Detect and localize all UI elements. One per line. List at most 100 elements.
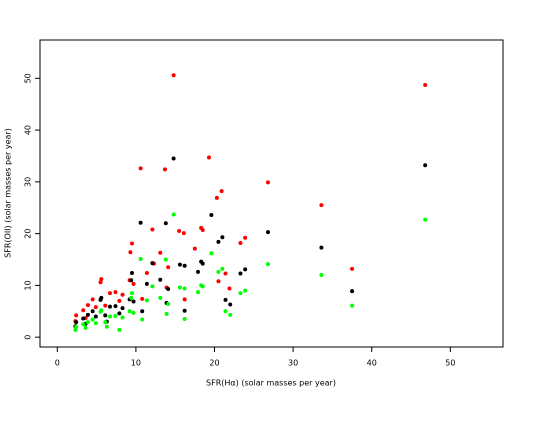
point — [144, 270, 149, 275]
point — [90, 309, 95, 314]
point — [104, 324, 109, 329]
point — [85, 320, 90, 325]
point — [107, 304, 112, 309]
point — [209, 251, 214, 256]
point — [423, 217, 428, 222]
point — [99, 277, 104, 282]
point — [265, 230, 270, 235]
point — [209, 212, 214, 217]
point — [220, 235, 225, 240]
point — [158, 295, 163, 300]
point — [238, 271, 243, 276]
point — [128, 250, 133, 255]
point — [144, 281, 149, 286]
point — [223, 309, 228, 314]
point — [138, 220, 143, 225]
point — [113, 290, 118, 295]
point — [182, 286, 187, 291]
point — [131, 310, 136, 315]
y-tick-label: 30 — [24, 177, 33, 187]
point — [265, 180, 270, 185]
x-axis-label: SFR(Hα) (solar masses per year) — [206, 379, 336, 388]
point — [216, 239, 221, 244]
point — [265, 262, 270, 267]
point — [220, 266, 225, 271]
point — [113, 304, 118, 309]
point — [158, 250, 163, 255]
point — [166, 302, 171, 307]
point — [200, 261, 205, 266]
point — [163, 221, 168, 226]
point — [182, 317, 187, 322]
point — [319, 203, 324, 208]
x-tick-label: 50 — [445, 359, 455, 368]
point — [243, 235, 248, 240]
point — [138, 256, 143, 261]
point — [319, 273, 324, 278]
point — [117, 311, 122, 316]
point — [74, 324, 79, 329]
x-tick-label: 10 — [131, 359, 141, 368]
point — [227, 286, 232, 291]
point — [350, 289, 355, 294]
point — [127, 309, 132, 314]
point — [103, 303, 108, 308]
point — [131, 299, 136, 304]
point — [117, 298, 122, 303]
point — [90, 317, 95, 322]
point — [120, 315, 125, 320]
point — [166, 287, 171, 292]
point — [150, 227, 155, 232]
point — [74, 320, 79, 325]
point — [182, 263, 187, 268]
point — [129, 278, 134, 283]
point — [182, 308, 187, 313]
point — [171, 73, 176, 78]
y-tick-label: 10 — [24, 280, 33, 290]
point — [228, 302, 233, 307]
point — [107, 291, 112, 296]
point — [238, 240, 243, 245]
point — [103, 313, 108, 318]
point — [150, 261, 155, 266]
point — [228, 312, 233, 317]
point — [350, 303, 355, 308]
point — [107, 314, 112, 319]
point — [200, 227, 205, 232]
point — [150, 284, 155, 289]
x-tick-label: 30 — [288, 359, 298, 368]
point — [93, 321, 98, 326]
point — [171, 212, 176, 217]
point — [129, 270, 134, 275]
point — [144, 298, 149, 303]
point — [238, 291, 243, 296]
point — [85, 303, 90, 308]
point — [98, 297, 103, 302]
x-tick-label: 20 — [209, 359, 219, 368]
point — [73, 327, 78, 332]
point — [93, 314, 98, 319]
point — [81, 322, 86, 327]
point — [166, 265, 171, 270]
point — [319, 245, 324, 250]
point — [81, 316, 86, 321]
point — [200, 284, 205, 289]
point — [81, 308, 86, 313]
y-tick-label: 50 — [24, 73, 33, 83]
point — [131, 281, 136, 286]
point — [223, 297, 228, 302]
point — [181, 231, 186, 236]
point — [216, 279, 221, 284]
point — [129, 241, 134, 246]
point — [223, 271, 228, 276]
point — [216, 269, 221, 274]
point — [113, 313, 118, 318]
point — [98, 309, 103, 314]
point — [171, 156, 176, 161]
y-axis-label: SFR(OII) (solar masses per year) — [4, 128, 13, 258]
point — [98, 280, 103, 285]
y-tick-label: 0 — [24, 335, 33, 340]
x-tick-label: 0 — [55, 359, 60, 368]
